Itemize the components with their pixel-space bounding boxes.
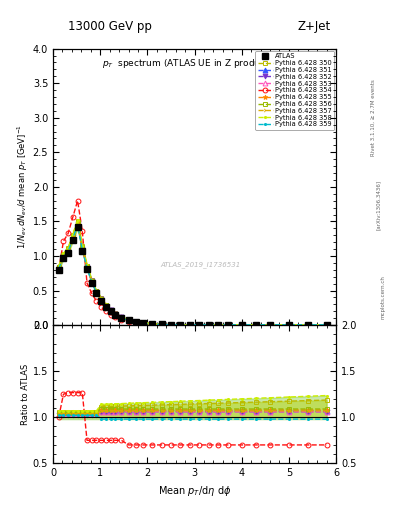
Y-axis label: $1/N_{ev}\,dN_{ev}/d$ mean $p_T$ [GeV]$^{-1}$: $1/N_{ev}\,dN_{ev}/d$ mean $p_T$ [GeV]$^… bbox=[15, 124, 30, 249]
Text: ATLAS_2019_I1736531: ATLAS_2019_I1736531 bbox=[160, 261, 240, 268]
Text: [arXiv:1306.3436]: [arXiv:1306.3436] bbox=[376, 180, 381, 230]
Y-axis label: Ratio to ATLAS: Ratio to ATLAS bbox=[21, 364, 30, 425]
X-axis label: Mean $p_T$/d$\eta$ d$\phi$: Mean $p_T$/d$\eta$ d$\phi$ bbox=[158, 484, 231, 498]
Text: 13000 GeV pp: 13000 GeV pp bbox=[68, 20, 152, 33]
Text: Z+Jet: Z+Jet bbox=[298, 20, 331, 33]
Text: Rivet 3.1.10, ≥ 2.7M events: Rivet 3.1.10, ≥ 2.7M events bbox=[371, 79, 376, 156]
Text: $p_T$  spectrum (ATLAS UE in Z production): $p_T$ spectrum (ATLAS UE in Z production… bbox=[102, 57, 287, 70]
Legend: ATLAS, Pythia 6.428 350, Pythia 6.428 351, Pythia 6.428 352, Pythia 6.428 353, P: ATLAS, Pythia 6.428 350, Pythia 6.428 35… bbox=[255, 51, 334, 130]
Text: mcplots.cern.ch: mcplots.cern.ch bbox=[381, 275, 386, 319]
